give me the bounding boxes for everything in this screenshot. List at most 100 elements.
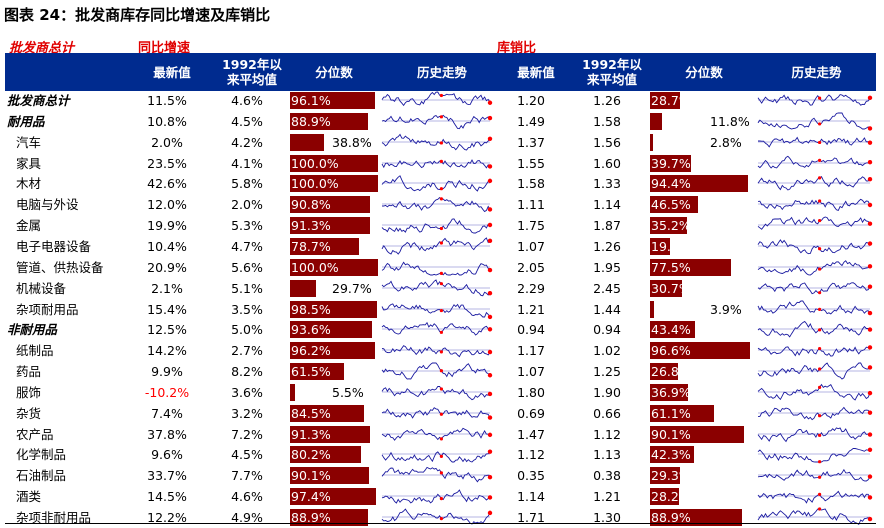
yoy-percentile-label: 61.5% bbox=[291, 364, 331, 380]
sparkline-marker bbox=[867, 345, 873, 350]
sparkline-marker bbox=[439, 308, 443, 312]
yoy-percentile-bar bbox=[290, 279, 317, 297]
yoy-average: 5.3% bbox=[231, 218, 263, 234]
yoy-average: 4.6% bbox=[231, 489, 263, 505]
ratio-average: 1.90 bbox=[593, 384, 621, 400]
sparkline-series bbox=[757, 362, 871, 380]
table-row: 化学制品 9.6% 4.5% 80.2% 1.12 1.13 42.3% bbox=[0, 444, 884, 465]
ratio-percentile-bar bbox=[650, 92, 680, 109]
sparkline-marker bbox=[487, 100, 493, 105]
sparkline-marker bbox=[867, 177, 873, 182]
ratio-average: 1.30 bbox=[593, 510, 621, 525]
yoy-percentile-label: 29.7% bbox=[332, 280, 372, 296]
ratio-average: 0.66 bbox=[593, 405, 621, 421]
sparkline-marker bbox=[439, 93, 443, 98]
ratio-percentile-label: 3.9% bbox=[710, 301, 742, 317]
ratio-latest: 1.37 bbox=[517, 134, 545, 150]
ratio-average: 1.60 bbox=[593, 155, 621, 171]
ratio-percentile-bar bbox=[650, 196, 699, 214]
sparkline-series bbox=[381, 278, 491, 296]
sparkline-marker bbox=[818, 247, 822, 251]
sparkline-20 bbox=[757, 507, 873, 526]
ratio-percentile-label: 11.8% bbox=[710, 113, 750, 129]
sparkline-marker bbox=[487, 349, 493, 355]
table-row: 酒类 14.5% 4.6% 97.4% 1.14 1.21 28.2% bbox=[0, 486, 884, 507]
sparkline-5 bbox=[757, 199, 873, 212]
yoy-average: 5.1% bbox=[231, 280, 263, 296]
yoy-percentile-label: 5.5% bbox=[332, 384, 364, 400]
sparkline-19 bbox=[757, 490, 873, 504]
yoy-percentile-label: 80.2% bbox=[291, 447, 331, 463]
sparkline-11 bbox=[381, 322, 493, 336]
table-row: 家具 23.5% 4.1% 100.0% 1.55 1.60 39.7% bbox=[0, 153, 884, 174]
sparkline-marker bbox=[867, 310, 873, 315]
header-average: 1992年以 来平均值 bbox=[213, 53, 291, 91]
ratio-latest: 2.29 bbox=[517, 280, 545, 296]
sparkline-series bbox=[757, 508, 871, 526]
sparkline-marker bbox=[487, 115, 493, 121]
sparkline-series bbox=[381, 345, 491, 358]
row-name: 批发商总计 bbox=[7, 93, 70, 108]
header-average-ratio-line1: 1992年以 bbox=[582, 57, 642, 72]
yoy-average: 7.2% bbox=[231, 426, 263, 442]
row-name: 纸制品 bbox=[16, 343, 54, 359]
ratio-percentile-label: 28.2% bbox=[651, 489, 691, 505]
ratio-percentile-label: 39.7% bbox=[651, 155, 691, 171]
sparkline-17 bbox=[757, 448, 873, 464]
header-average-ratio: 1992年以 来平均值 bbox=[573, 53, 651, 91]
sparkline-10 bbox=[381, 302, 493, 319]
yoy-percentile-label: 96.1% bbox=[291, 93, 331, 108]
row-name: 服饰 bbox=[16, 384, 42, 400]
ratio-latest: 0.94 bbox=[517, 322, 545, 338]
sparkline-series bbox=[382, 197, 491, 213]
sparkline-series bbox=[381, 385, 491, 401]
sparkline-series bbox=[381, 362, 491, 380]
sparkline-marker bbox=[487, 391, 493, 397]
sparkline-15 bbox=[381, 406, 493, 420]
yoy-percentile-label: 100.0% bbox=[291, 259, 339, 275]
sparkline-8 bbox=[757, 259, 873, 276]
sparkline-0 bbox=[381, 91, 493, 107]
ratio-latest: 0.69 bbox=[517, 405, 545, 421]
sparkline-marker bbox=[867, 159, 873, 164]
ratio-percentile-bar bbox=[650, 321, 696, 339]
ratio-latest: 1.21 bbox=[517, 301, 545, 317]
ratio-percentile-label: 42.3% bbox=[651, 447, 691, 463]
yoy-percentile-bar bbox=[290, 237, 360, 255]
ratio-percentile-bar bbox=[650, 425, 744, 443]
sparkline-marker bbox=[439, 115, 443, 119]
sparkline-series bbox=[381, 158, 491, 169]
yoy-percentile-label: 96.2% bbox=[291, 343, 331, 359]
yoy-percentile-bar bbox=[290, 175, 378, 193]
sparkline-12 bbox=[757, 345, 873, 357]
yoy-latest: 37.8% bbox=[147, 426, 187, 442]
yoy-percentile-bar bbox=[290, 300, 377, 318]
ratio-latest: 0.35 bbox=[517, 468, 545, 484]
sparkline-marker bbox=[439, 271, 443, 275]
header-percentile: 分位数 bbox=[315, 64, 353, 80]
sparkline-series bbox=[757, 490, 871, 504]
sparkline-marker bbox=[439, 159, 443, 163]
ratio-percentile-label: 88.9% bbox=[651, 510, 691, 525]
yoy-latest: 10.8% bbox=[147, 113, 187, 129]
sparkline-series bbox=[757, 216, 871, 230]
yoy-average: 4.1% bbox=[231, 155, 263, 171]
sparkline-series bbox=[757, 426, 871, 442]
ratio-percentile-bar bbox=[650, 112, 663, 130]
sparkline-marker bbox=[867, 448, 873, 453]
ratio-percentile-bar bbox=[650, 279, 682, 297]
yoy-percentile-bar bbox=[290, 404, 365, 422]
sparkline-0 bbox=[757, 94, 873, 106]
sparkline-series bbox=[758, 136, 871, 148]
yoy-percentile-bar bbox=[290, 321, 373, 339]
ratio-latest: 1.75 bbox=[517, 218, 545, 234]
ratio-percentile-bar bbox=[650, 363, 678, 381]
sparkline-series bbox=[381, 237, 491, 255]
table-row: 批发商总计 11.5% 4.6% 96.1% 1.20 1.26 28.7% bbox=[0, 90, 884, 111]
ratio-average: 1.26 bbox=[593, 238, 621, 254]
yoy-average: 3.5% bbox=[231, 301, 263, 317]
row-name: 杂货 bbox=[16, 405, 42, 421]
sparkline-marker bbox=[439, 331, 443, 335]
sparkline-marker bbox=[867, 516, 873, 522]
yoy-latest: 12.0% bbox=[147, 197, 187, 213]
